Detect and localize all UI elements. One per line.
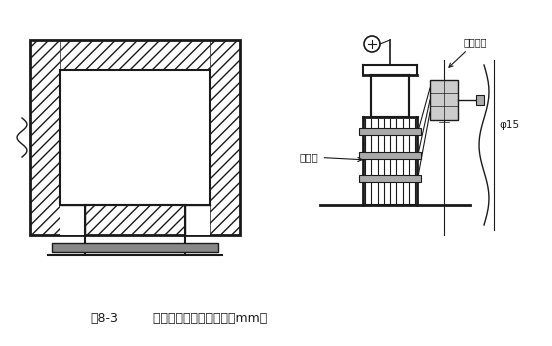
Text: 电梯井口防护门（单位：mm）: 电梯井口防护门（单位：mm） [145,311,267,325]
Bar [30,205,240,235]
Text: φ15: φ15 [499,120,519,130]
Text: 图8-3: 图8-3 [90,311,118,325]
Bar [371,75,409,117]
Bar [60,70,210,205]
Text: 膨胀螺栓: 膨胀螺栓 [449,37,487,67]
Bar [30,40,240,70]
Text: 筱椬门: 筱椬门 [300,152,362,162]
Bar [430,80,458,120]
Bar [185,205,210,235]
Bar [60,205,85,235]
Bar [359,128,421,135]
Bar [30,40,240,235]
Bar [359,152,421,159]
Bar [359,175,421,182]
Bar [30,40,60,235]
Bar [476,95,484,105]
Bar [30,40,240,235]
Bar [60,70,210,205]
Bar [210,40,240,235]
Bar [52,243,218,252]
